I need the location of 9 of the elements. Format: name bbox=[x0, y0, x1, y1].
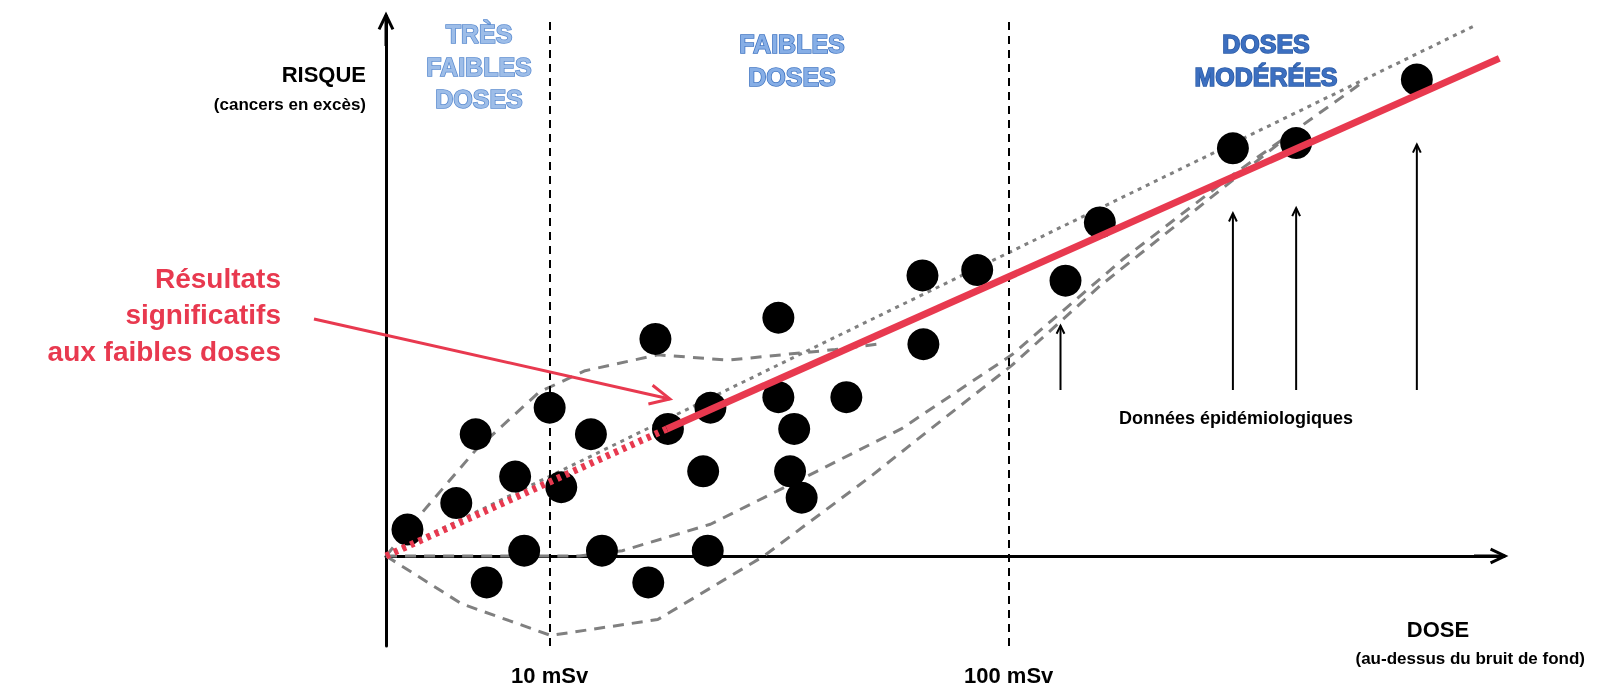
x-axis-title: DOSE (au-dessus du bruit de fond) bbox=[1355, 616, 1585, 668]
annotation: TRÈS FAIBLES DOSES bbox=[426, 20, 532, 114]
x-tick-label: 100 mSv bbox=[964, 662, 1055, 688]
annotation: DOSES MODÉRÉES bbox=[1194, 30, 1338, 91]
text: Résultats significatifs aux faibles doses bbox=[47, 262, 281, 367]
annotation: Données épidémiologiques bbox=[1118, 407, 1354, 428]
x-tick-label: 10 mSv bbox=[511, 662, 589, 688]
y-axis-title: RISQUE (cancers en excès) bbox=[213, 61, 366, 114]
annotation: FAIBLES DOSES bbox=[739, 30, 845, 91]
